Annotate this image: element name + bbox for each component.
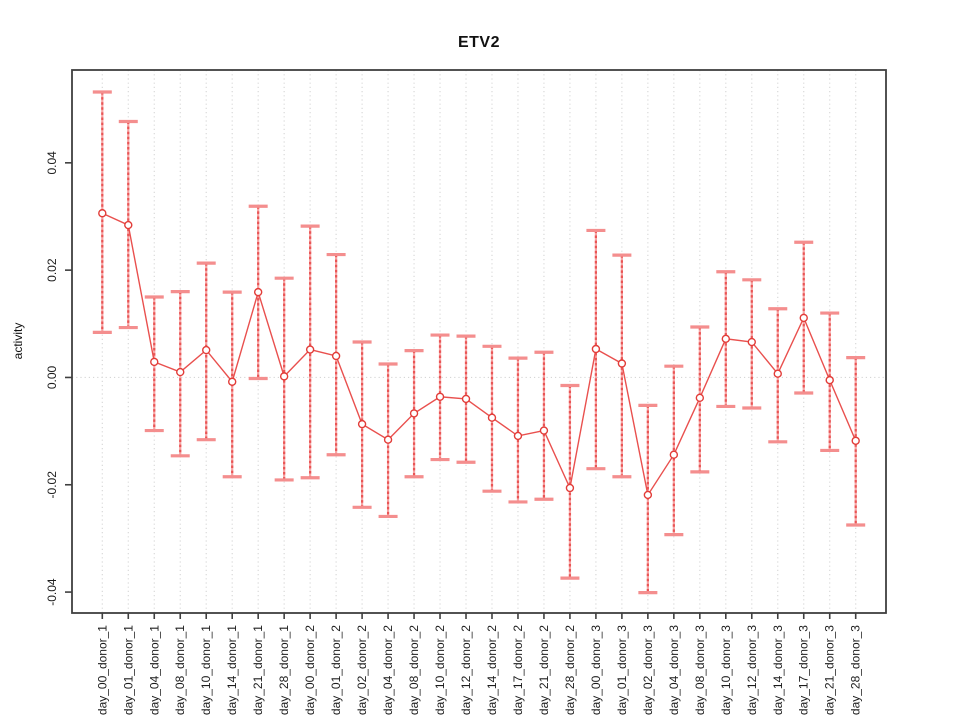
x-tick-label: day_04_donor_2 (381, 625, 395, 715)
x-tick-label: day_28_donor_1 (277, 625, 291, 715)
x-tick-label: day_10_donor_3 (719, 625, 733, 715)
x-tick-label: day_08_donor_2 (407, 625, 421, 715)
error-bar (508, 356, 528, 504)
x-tick-label: day_02_donor_2 (355, 625, 369, 715)
grid (72, 70, 886, 613)
x-axis: day_00_donor_1 day_01_donor_1 day_04_donor… (95, 613, 863, 715)
x-tick-label: day_17_donor_2 (511, 625, 525, 715)
data-point (565, 483, 575, 493)
x-tick-label: day_10_donor_1 (199, 625, 213, 715)
x-tick-label: day_12_donor_2 (459, 625, 473, 715)
x-tick-label: day_02_donor_3 (641, 625, 655, 715)
y-tick-label: 0.02 (45, 258, 59, 282)
x-tick-label: day_04_donor_1 (147, 625, 161, 715)
y-tick-label: 0.00 (45, 365, 59, 389)
x-tick-label: day_21_donor_2 (537, 625, 551, 715)
data-point (124, 220, 133, 230)
x-tick-label: day_01_donor_3 (615, 625, 629, 715)
data-points (98, 209, 860, 500)
error-bar (560, 383, 580, 580)
y-axis: -0.04 -0.02 0.00 0.02 0.04 (45, 151, 72, 606)
x-tick-label: day_28_donor_2 (563, 625, 577, 715)
data-point (513, 431, 523, 441)
x-tick-label: day_01_donor_1 (121, 625, 135, 715)
data-point (98, 209, 107, 218)
data-point (747, 337, 756, 347)
x-tick-label: day_17_donor_3 (797, 625, 811, 715)
data-point (279, 372, 289, 381)
data-point (695, 393, 705, 403)
data-point (539, 426, 549, 435)
data-point (331, 351, 341, 361)
x-tick-label: day_00_donor_2 (303, 625, 317, 715)
x-tick-label: day_00_donor_1 (95, 625, 109, 715)
data-point (435, 392, 445, 401)
plot-box (71, 69, 887, 614)
x-tick-label: day_21_donor_1 (251, 625, 265, 715)
x-tick-label: day_14_donor_3 (771, 625, 785, 715)
data-point (591, 344, 601, 354)
x-tick-label: day_14_donor_2 (485, 625, 499, 715)
data-point (669, 450, 679, 459)
series-line (102, 212, 857, 497)
y-tick-label: 0.04 (45, 151, 59, 175)
y-tick-label: -0.04 (45, 578, 59, 606)
x-tick-label: day_10_donor_2 (433, 625, 447, 715)
x-tick-label: day_12_donor_3 (745, 625, 759, 715)
data-point (487, 413, 497, 422)
data-point (409, 409, 419, 418)
data-point (851, 436, 860, 445)
data-point (357, 419, 367, 429)
x-tick-label: day_21_donor_3 (823, 625, 837, 715)
x-tick-label: day_08_donor_3 (693, 625, 707, 715)
x-tick-label: day_00_donor_3 (589, 625, 603, 715)
error-bar (534, 350, 554, 501)
data-point (617, 359, 627, 368)
plot-title: ETV2 (457, 34, 500, 51)
y-tick-label: -0.02 (45, 471, 59, 499)
data-point (176, 367, 185, 377)
x-tick-label: day_08_donor_1 (173, 625, 187, 715)
error-bar (664, 364, 684, 537)
x-tick-label: day_28_donor_3 (849, 625, 863, 715)
data-point (150, 357, 159, 367)
data-point (825, 375, 834, 385)
data-point (643, 490, 653, 500)
data-point (799, 313, 808, 323)
data-point (227, 377, 237, 386)
x-tick-label: day_04_donor_3 (667, 625, 681, 715)
data-point (305, 345, 315, 354)
data-point (461, 394, 471, 404)
data-point (773, 369, 782, 378)
x-tick-label: day_14_donor_1 (225, 625, 239, 715)
data-point (383, 435, 393, 444)
data-point (721, 334, 731, 344)
data-point (253, 287, 263, 297)
data-point (202, 345, 211, 355)
x-tick-label: day_01_donor_2 (329, 625, 343, 715)
